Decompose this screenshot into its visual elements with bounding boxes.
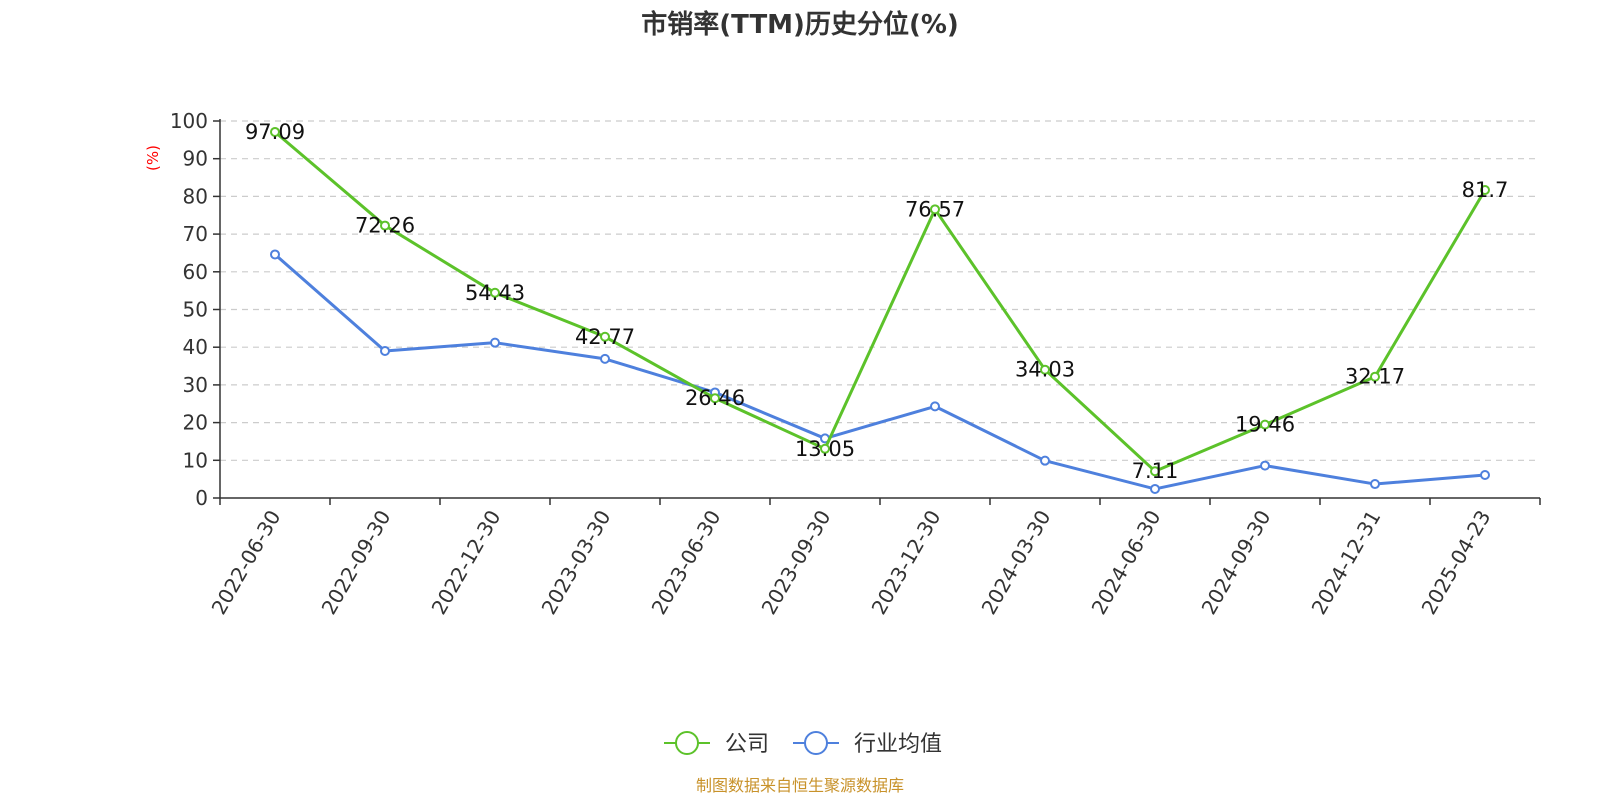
y-tick-label: 80	[183, 184, 208, 208]
data-label: 7.11	[1132, 459, 1179, 483]
y-tick-label: 0	[195, 486, 208, 510]
data-point	[1480, 470, 1490, 481]
axes: 0 10 20 30 40 50 60 70 80 90 100 2022-06-30 2022-09-…	[170, 109, 1541, 619]
y-tick-label: 20	[183, 411, 208, 435]
data-point	[1370, 371, 1380, 382]
data-point	[1040, 455, 1050, 466]
data-point	[270, 249, 280, 260]
data-label: 32.17	[1345, 365, 1405, 389]
series-line	[274, 130, 1487, 473]
x-tick-label: 2024-06-30	[1086, 506, 1165, 619]
data-point	[490, 287, 500, 298]
legend-marker-icon	[675, 731, 699, 755]
data-point	[1260, 419, 1270, 430]
data-point	[490, 337, 500, 348]
legend-label: 公司	[725, 732, 769, 757]
data-point	[600, 353, 610, 364]
legend-marker-icon	[804, 731, 828, 755]
x-tick-label: 2022-09-30	[316, 506, 395, 619]
data-point	[600, 331, 610, 342]
data-point	[1150, 483, 1160, 494]
data-label: 19.46	[1235, 413, 1295, 437]
series-lines	[270, 126, 1490, 494]
data-point	[820, 443, 830, 454]
series-line	[274, 253, 1486, 491]
data-point	[380, 345, 390, 356]
legend-item[interactable]: 公司	[664, 731, 769, 757]
data-label: 34.03	[1015, 358, 1075, 382]
y-tick-label: 30	[183, 373, 208, 397]
data-label: 54.43	[465, 281, 525, 305]
data-point	[270, 126, 280, 137]
x-tick-label: 2022-12-30	[426, 506, 505, 619]
data-label: 72.26	[355, 214, 415, 238]
x-tick-label: 2025-04-23	[1416, 506, 1495, 619]
data-labels: 97.09 72.26 54.43 42.77 26.46 13.05 76.57 34.03…	[245, 120, 1508, 483]
grid-lines	[220, 120, 1540, 461]
data-point	[1480, 184, 1490, 195]
data-label: 13.05	[795, 437, 855, 461]
data-label: 97.09	[245, 120, 305, 144]
data-label: 76.57	[905, 197, 965, 221]
y-tick-label: 100	[170, 109, 208, 133]
legend-item[interactable]: 行业均值	[793, 731, 942, 757]
data-point	[380, 220, 390, 231]
x-tick-label: 2023-12-30	[866, 506, 945, 619]
source-note: 制图数据来自恒生聚源数据库	[696, 776, 904, 795]
data-point	[1370, 479, 1380, 490]
chart-title: 市销率(TTM)历史分位(%)	[641, 9, 959, 40]
x-tick-label: 2024-03-30	[976, 506, 1055, 619]
legend[interactable]: 公司 行业均值	[664, 731, 942, 757]
data-label: 42.77	[575, 325, 635, 349]
x-tick-label: 2023-09-30	[756, 506, 835, 619]
x-tick-label: 2023-06-30	[646, 506, 725, 619]
y-tick-label: 50	[183, 298, 208, 322]
x-tick-label: 2024-12-31	[1306, 506, 1385, 619]
data-point	[1040, 364, 1050, 375]
data-point	[930, 401, 940, 412]
y-tick-label: 40	[183, 335, 208, 359]
x-tick-label: 2022-06-30	[206, 506, 285, 619]
y-tick-label: 70	[183, 222, 208, 246]
y-tick-label: 10	[183, 448, 208, 472]
y-tick-label: 60	[183, 260, 208, 284]
data-label: 26.46	[685, 386, 745, 410]
data-label: 81.7	[1462, 178, 1509, 202]
y-tick-label: 90	[183, 147, 208, 171]
data-point	[930, 204, 940, 215]
data-point	[1150, 466, 1160, 477]
x-tick-label: 2023-03-30	[536, 506, 615, 619]
data-point	[710, 393, 720, 404]
y-axis-unit-label: (%)	[144, 145, 162, 171]
legend-label: 行业均值	[854, 732, 942, 757]
data-point	[1260, 460, 1270, 471]
x-tick-label: 2024-09-30	[1196, 506, 1275, 619]
